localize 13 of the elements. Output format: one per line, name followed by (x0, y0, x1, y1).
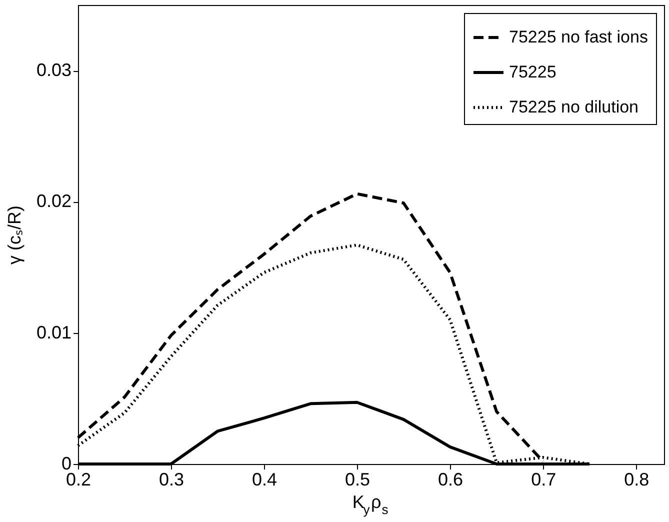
y-tick-label: 0.03 (36, 60, 72, 80)
x-tick-label: 0.8 (624, 470, 650, 490)
y-tick-label: 0.01 (36, 322, 72, 342)
legend-label: 75225 no fast ions (509, 28, 648, 46)
x-tick-label: 0.3 (159, 470, 184, 490)
legend-label: 75225 no dilution (509, 98, 639, 116)
x-tick-label: 0.6 (438, 470, 464, 490)
x-tick-label: 0.4 (252, 470, 278, 490)
y-axis-title: γ (cₛ/R) (4, 206, 24, 264)
x-tick-label: 0.5 (345, 470, 370, 490)
legend-label: 75225 (509, 62, 556, 82)
y-tick-label: 0.02 (36, 191, 72, 212)
x-tick-label: 0.7 (531, 470, 556, 490)
